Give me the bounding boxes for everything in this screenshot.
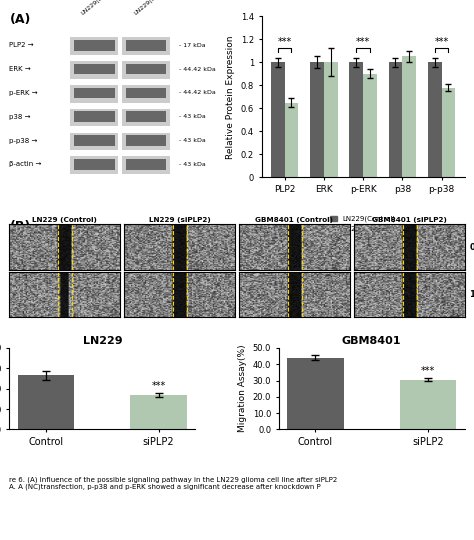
Text: ***: ***	[152, 381, 166, 391]
Bar	[284, 103, 298, 177]
Bar	[389, 62, 402, 177]
Text: 16 hr: 16 hr	[470, 290, 474, 299]
Text: - 44.42 kDa: - 44.42 kDa	[179, 66, 216, 71]
Bar	[400, 380, 456, 429]
FancyBboxPatch shape	[70, 61, 118, 79]
FancyBboxPatch shape	[122, 37, 170, 55]
Bar	[271, 62, 284, 177]
Text: re 6. (A) Influence of the possible signaling pathway in the LN229 glioma cell l: re 6. (A) Influence of the possible sign…	[9, 476, 338, 490]
Title: LN229 (siPLP2): LN229 (siPLP2)	[149, 217, 210, 222]
FancyBboxPatch shape	[126, 87, 166, 98]
FancyBboxPatch shape	[122, 61, 170, 79]
FancyBboxPatch shape	[70, 132, 118, 150]
Title: LN229 (Control): LN229 (Control)	[32, 217, 97, 222]
Text: ***: ***	[277, 37, 292, 48]
Text: LN229(siPLP2): LN229(siPLP2)	[133, 0, 170, 16]
FancyBboxPatch shape	[126, 111, 166, 122]
Text: ***: ***	[421, 367, 435, 376]
Text: β-actin →: β-actin →	[9, 161, 42, 167]
Bar	[402, 57, 416, 177]
Text: p38 →: p38 →	[9, 114, 31, 120]
FancyBboxPatch shape	[70, 109, 118, 126]
FancyBboxPatch shape	[74, 136, 115, 146]
Title: GBM8401 (siPLP2): GBM8401 (siPLP2)	[372, 217, 447, 222]
Title: GBM8401: GBM8401	[342, 336, 401, 346]
Bar	[18, 375, 74, 429]
FancyBboxPatch shape	[70, 85, 118, 103]
Text: p-ERK →: p-ERK →	[9, 90, 38, 96]
Text: ***: ***	[356, 37, 370, 48]
FancyBboxPatch shape	[74, 87, 115, 98]
FancyBboxPatch shape	[126, 64, 166, 75]
FancyBboxPatch shape	[126, 136, 166, 146]
FancyBboxPatch shape	[74, 159, 115, 170]
Bar	[363, 74, 377, 177]
FancyBboxPatch shape	[122, 157, 170, 174]
Bar	[442, 87, 456, 177]
Text: ERK →: ERK →	[9, 66, 31, 72]
FancyBboxPatch shape	[122, 85, 170, 103]
FancyBboxPatch shape	[70, 157, 118, 174]
Text: p-p38 →: p-p38 →	[9, 138, 38, 144]
Text: - 17 kDa: - 17 kDa	[179, 43, 206, 48]
FancyBboxPatch shape	[74, 64, 115, 75]
FancyBboxPatch shape	[70, 37, 118, 55]
Bar	[349, 62, 363, 177]
Text: PLP2 →: PLP2 →	[9, 42, 34, 48]
Bar	[428, 62, 442, 177]
Text: 0 hr: 0 hr	[470, 242, 474, 252]
Text: - 43 kDa: - 43 kDa	[179, 138, 206, 143]
Y-axis label: Relative Protein Expression: Relative Protein Expression	[226, 35, 235, 159]
FancyBboxPatch shape	[122, 109, 170, 126]
Title: LN229: LN229	[82, 336, 122, 346]
FancyBboxPatch shape	[126, 40, 166, 51]
Bar	[287, 357, 344, 429]
Text: (B): (B)	[9, 220, 31, 233]
Text: ***: ***	[435, 37, 449, 48]
Bar	[310, 62, 324, 177]
Text: LN229(control): LN229(control)	[80, 0, 119, 16]
FancyBboxPatch shape	[74, 40, 115, 51]
FancyBboxPatch shape	[126, 159, 166, 170]
Bar	[130, 395, 187, 429]
Text: (A): (A)	[9, 13, 31, 26]
Y-axis label: Migration Assay(%): Migration Assay(%)	[238, 345, 247, 433]
Bar	[324, 62, 337, 177]
Title: GBM8401 (Control): GBM8401 (Control)	[255, 217, 333, 222]
Text: - 43 kDa: - 43 kDa	[179, 162, 206, 167]
FancyBboxPatch shape	[74, 111, 115, 122]
Text: - 43 kDa: - 43 kDa	[179, 114, 206, 119]
FancyBboxPatch shape	[122, 132, 170, 150]
Text: - 44.42 kDa: - 44.42 kDa	[179, 90, 216, 96]
Legend: LN229(Control), LN229(siPLP2): LN229(Control), LN229(siPLP2)	[328, 213, 399, 235]
